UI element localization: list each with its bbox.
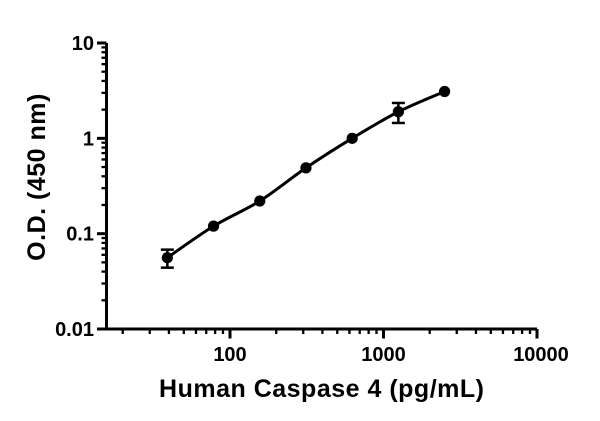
axis-frame <box>105 43 537 331</box>
x-tick-label: 1000 <box>361 344 406 366</box>
y-axis-title: O.D. (450 nm) <box>23 93 51 261</box>
data-point-marker <box>392 106 404 118</box>
data-point-marker <box>438 85 451 98</box>
curve-line <box>165 89 447 260</box>
y-tick-label: 10 <box>72 33 94 55</box>
y-tick-label: 1 <box>83 128 94 150</box>
y-tick-label: 0.1 <box>66 224 94 246</box>
data-point-marker <box>207 220 220 232</box>
data-point-marker <box>346 132 358 144</box>
axis-ticks <box>97 41 539 339</box>
x-tick-label: 10000 <box>513 344 569 366</box>
data-point-marker <box>161 252 173 264</box>
data-point-marker <box>254 195 266 207</box>
axis-tick-labels: 0.01 0.1 1 10 100 1000 10000 <box>55 33 569 366</box>
y-tick-label: 0.01 <box>55 319 94 341</box>
data-point-marker <box>300 162 312 174</box>
x-tick-label: 100 <box>213 344 246 366</box>
data-series <box>160 85 451 269</box>
axis-lines <box>105 43 537 331</box>
x-axis-title: Human Caspase 4 (pg/mL) <box>159 375 484 403</box>
